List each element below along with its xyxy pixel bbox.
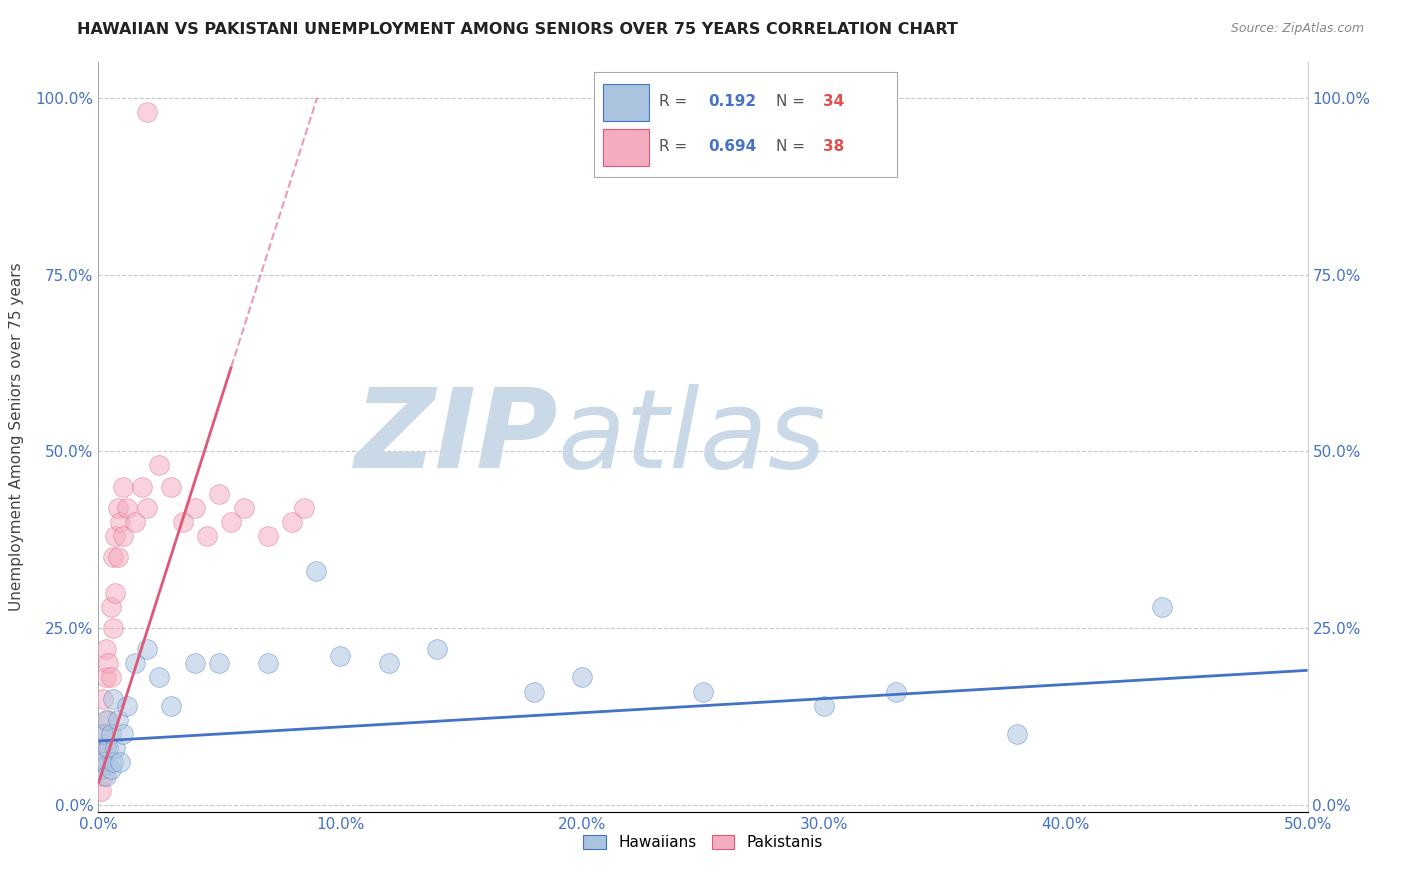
Text: N =: N = [776,94,810,109]
FancyBboxPatch shape [603,129,650,166]
Point [232,500,254,515]
Text: 0.694: 0.694 [709,139,756,153]
Point [91,727,114,741]
Text: Source: ZipAtlas.com: Source: ZipAtlas.com [1230,22,1364,36]
Text: 38: 38 [823,139,844,153]
Point [135,642,157,657]
Point [208,486,231,500]
Text: atlas: atlas [558,384,827,491]
Text: 0.192: 0.192 [709,94,756,109]
Point [91,691,114,706]
Point [101,550,124,565]
Point [107,713,129,727]
Point [91,756,114,770]
Point [107,550,129,565]
Point [108,515,131,529]
Point [90,762,112,776]
Point [100,670,122,684]
Point [104,585,127,599]
Text: 34: 34 [823,94,844,109]
Point [148,670,170,684]
Point [104,741,127,756]
Point [886,684,908,698]
Point [208,657,231,671]
Point [117,698,139,713]
Point [692,684,714,698]
Point [160,479,183,493]
Point [256,529,278,543]
FancyBboxPatch shape [603,84,650,120]
Text: HAWAIIAN VS PAKISTANI UNEMPLOYMENT AMONG SENIORS OVER 75 YEARS CORRELATION CHART: HAWAIIAN VS PAKISTANI UNEMPLOYMENT AMONG… [77,22,959,37]
Point [100,762,122,776]
Point [94,713,117,727]
Point [329,649,352,664]
Point [94,741,117,756]
Point [184,500,207,515]
Point [221,515,243,529]
Point [97,741,120,756]
Point [117,500,139,515]
Point [107,500,129,515]
Point [104,529,127,543]
Point [90,762,112,776]
Text: ZIP: ZIP [354,384,558,491]
Point [160,698,183,713]
Point [111,529,134,543]
Point [94,670,117,684]
Point [101,756,124,770]
Point [111,479,134,493]
Point [94,642,117,657]
Point [97,657,120,671]
Text: R =: R = [658,94,692,109]
Point [1152,599,1174,614]
Point [124,515,146,529]
Point [90,741,112,756]
Point [292,500,315,515]
Point [124,657,146,671]
Point [101,621,124,635]
Point [111,727,134,741]
Legend: Hawaiians, Pakistanis: Hawaiians, Pakistanis [576,830,830,856]
Y-axis label: Unemployment Among Seniors over 75 years: Unemployment Among Seniors over 75 years [10,263,24,611]
Point [91,727,114,741]
Point [91,769,114,783]
Point [172,515,194,529]
Point [426,642,449,657]
Point [571,670,593,684]
Point [135,500,157,515]
Point [256,657,278,671]
FancyBboxPatch shape [593,72,897,178]
Point [101,691,124,706]
Point [135,104,157,119]
Text: R =: R = [658,139,692,153]
Point [377,657,399,671]
Point [100,599,122,614]
Point [97,713,120,727]
Point [281,515,304,529]
Point [184,657,207,671]
Point [131,479,153,493]
Point [90,783,112,797]
Point [108,756,131,770]
Point [195,529,218,543]
Point [813,698,835,713]
Point [94,769,117,783]
Point [305,565,328,579]
Point [148,458,170,473]
Text: N =: N = [776,139,810,153]
Point [523,684,546,698]
Point [90,741,112,756]
Point [1007,727,1029,741]
Point [100,727,122,741]
